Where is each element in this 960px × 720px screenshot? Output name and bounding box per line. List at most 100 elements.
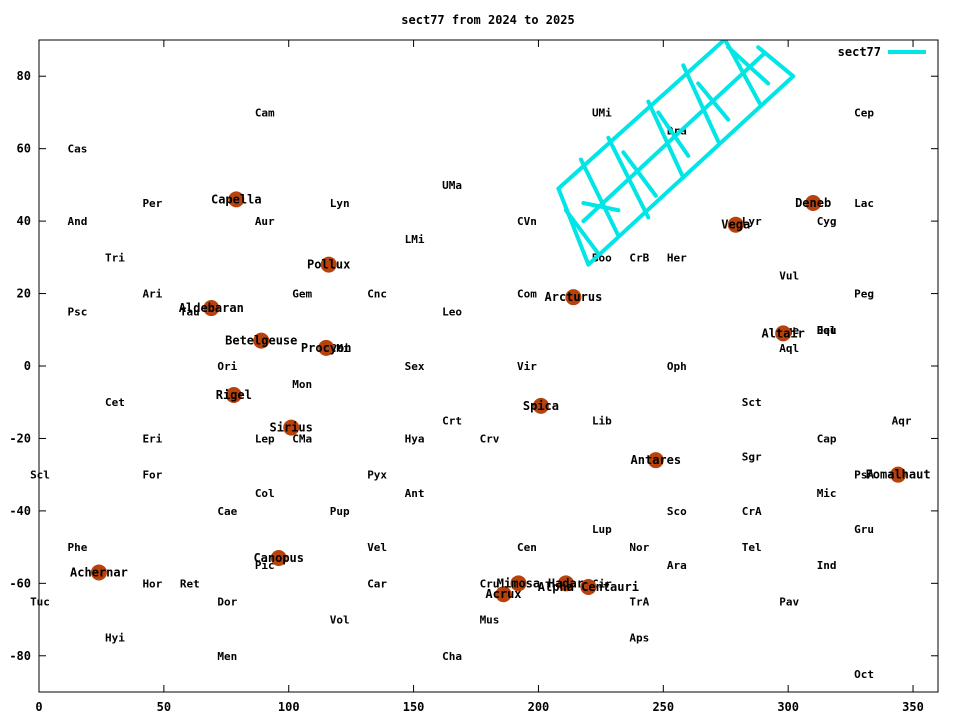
constellation-label: Phe xyxy=(68,541,88,554)
constellation-label: Col xyxy=(255,487,275,500)
sect77-segment xyxy=(581,52,766,224)
constellation-label: Ari xyxy=(142,288,162,301)
y-tick-label: 0 xyxy=(24,359,31,373)
constellation-label: Cru xyxy=(480,577,500,590)
x-tick-label: 300 xyxy=(777,700,799,714)
constellation-label: Vel xyxy=(367,541,387,554)
star-marker xyxy=(647,452,664,469)
star-label: Procyon xyxy=(301,341,352,355)
star-marker xyxy=(775,325,792,342)
constellation-label: Her xyxy=(667,251,687,264)
constellation-label: PsA xyxy=(854,469,874,482)
star-marker xyxy=(320,256,337,273)
constellation-label: Cen xyxy=(517,541,537,554)
star-marker xyxy=(253,332,270,349)
constellation-label: Cet xyxy=(105,396,125,409)
star-label: Sirius xyxy=(270,421,313,435)
constellation-label: Lyn xyxy=(330,197,350,210)
constellation-label: Leo xyxy=(442,306,462,319)
constellation-label: For xyxy=(142,469,162,482)
y-tick-label: 80 xyxy=(17,69,31,83)
sect77-segment xyxy=(726,45,771,86)
star-label: Canopus xyxy=(253,551,304,565)
constellation-label: Hya xyxy=(405,432,425,445)
constellation-label: Cam xyxy=(255,106,275,119)
constellation-label: Sex xyxy=(405,360,425,373)
constellation-label: UMi xyxy=(592,106,612,119)
constellation-label: Pav xyxy=(779,595,799,608)
constellation-label: Cas xyxy=(68,143,88,156)
constellation-label: CMi xyxy=(330,342,350,355)
x-tick-label: 200 xyxy=(528,700,550,714)
star-label: Altair xyxy=(761,326,804,340)
constellation-label: Tuc xyxy=(30,595,50,608)
constellation-label: Mon xyxy=(292,378,312,391)
star-marker xyxy=(228,191,245,208)
sect77-segment xyxy=(656,110,691,158)
constellation-label: Gem xyxy=(292,288,312,301)
star-label: Alpha Centauri xyxy=(538,580,639,594)
star-marker xyxy=(318,339,335,356)
star-label: Rigel xyxy=(216,388,252,402)
constellation-label: Car xyxy=(367,577,387,590)
star-marker xyxy=(805,195,822,211)
constellation-label: Cap xyxy=(817,432,837,445)
star-label: Antares xyxy=(631,453,682,467)
constellation-label: CrA xyxy=(742,505,762,518)
constellation-label: Lep xyxy=(255,432,275,445)
constellation-label: Vol xyxy=(330,614,350,627)
constellation-label: Oct xyxy=(854,668,874,681)
star-marker xyxy=(283,419,300,436)
constellation-label: Tri xyxy=(105,251,125,264)
constellation-label: CMa xyxy=(292,432,312,445)
constellation-label: Vir xyxy=(517,360,537,373)
sect77-segment xyxy=(586,74,796,267)
constellation-label: Hyi xyxy=(105,632,125,645)
star-label: Hadar xyxy=(548,576,584,590)
x-tick-label: 100 xyxy=(278,700,300,714)
star-label: Arcturus xyxy=(545,290,603,304)
constellation-label: Lib xyxy=(592,414,612,427)
constellation-label: UMa xyxy=(442,179,462,192)
star-marker xyxy=(510,575,527,592)
sect77-segment xyxy=(578,157,621,238)
star-label: Deneb xyxy=(795,196,831,210)
star-marker xyxy=(495,586,512,603)
constellation-label: LMi xyxy=(405,233,425,246)
y-tick-label: 60 xyxy=(17,142,31,156)
legend-label: sect77 xyxy=(838,45,881,59)
constellation-label: Vul xyxy=(779,269,799,282)
constellation-label: Oph xyxy=(667,360,687,373)
star-marker xyxy=(203,300,220,317)
x-tick-label: 150 xyxy=(403,700,425,714)
star-label: Mimosa xyxy=(497,576,540,590)
constellation-label: Gru xyxy=(854,523,874,536)
constellation-label: Aql xyxy=(779,342,799,355)
constellation-label: CVn xyxy=(517,215,537,228)
sect77-segment xyxy=(621,150,658,198)
constellation-label: Psc xyxy=(68,306,88,319)
y-tick-label: -20 xyxy=(9,431,31,445)
x-tick-label: 0 xyxy=(35,700,42,714)
constellation-label: Pup xyxy=(330,505,350,518)
constellation-label: Nor xyxy=(629,541,649,554)
star-marker xyxy=(580,578,597,595)
star-label: Betelgeuse xyxy=(225,334,297,348)
sect77-series xyxy=(556,40,796,267)
x-tick-label: 350 xyxy=(902,700,924,714)
constellation-label: And xyxy=(68,215,88,228)
constellation-label: Aur xyxy=(255,215,275,228)
star-label: Spica xyxy=(523,399,559,413)
constellation-label: Crt xyxy=(442,414,462,427)
y-tick-label: -40 xyxy=(9,504,31,518)
constellation-label: Dor xyxy=(217,595,237,608)
constellation-label: Com xyxy=(517,288,537,301)
constellation-label: Del xyxy=(817,324,837,337)
constellation-label: Lac xyxy=(854,197,874,210)
star-marker xyxy=(270,549,287,566)
y-tick-label: 20 xyxy=(17,287,31,301)
constellation-label: Hor xyxy=(142,577,162,590)
constellation-label: Cha xyxy=(442,650,462,663)
chart-title: sect77 from 2024 to 2025 xyxy=(401,13,574,27)
